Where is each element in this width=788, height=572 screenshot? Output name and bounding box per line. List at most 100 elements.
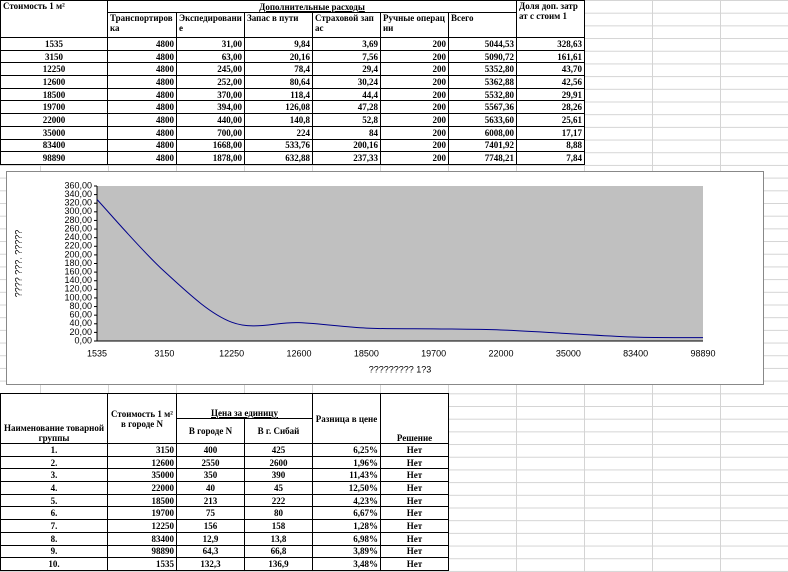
header-cell: В городе N: [176, 418, 245, 444]
row: 1535 4800 31,00 9,84 3,69 200 5044,53 328,63: [0, 37, 586, 51]
row: Транспортировка Экспедирование Запас в пут…: [1, 12, 585, 38]
header-cell: Ручные операции: [380, 12, 449, 38]
cell: 9.: [0, 544, 108, 559]
cell: 13,8: [244, 531, 313, 546]
row: 6. 19700 75 80 6,67% Нет: [0, 506, 449, 521]
cell: 5633,60: [447, 113, 518, 127]
cell: 9,84: [244, 37, 313, 51]
cell: 19700: [0, 100, 108, 115]
cell: 6.: [0, 506, 108, 521]
cell: 11,43%: [312, 468, 381, 483]
cell: 6,25%: [312, 443, 381, 457]
cell: 84: [312, 125, 381, 140]
x-tick-label: 35000: [556, 348, 581, 358]
x-tick-label: 22000: [488, 348, 513, 358]
cell: 7.: [0, 519, 108, 533]
cell: 18500: [107, 493, 177, 508]
row: 98890 4800 1878,00 632,88 237,33 200 7748,21 7,…: [0, 151, 586, 165]
cell: 200: [380, 125, 449, 140]
cell: 75: [176, 506, 245, 521]
cell: 1,28%: [312, 519, 381, 533]
cell: 29,4: [312, 62, 381, 77]
cell: 1535: [0, 37, 108, 51]
y-tick-label: 240,00: [64, 232, 92, 242]
row: 9. 98890 64,3 66,8 3,89% Нет: [0, 544, 449, 559]
cell: 156: [176, 519, 245, 533]
cell: 12,9: [176, 531, 245, 546]
cell: 700,00: [176, 125, 245, 140]
cell: 4800: [107, 75, 177, 89]
x-tick-label: 98890: [690, 348, 715, 358]
cell: 83400: [0, 138, 108, 153]
group-header: Дополнительные расходы: [106, 0, 518, 13]
header-cell: Экспедирование: [176, 12, 245, 38]
header-cell: Разница в цене: [312, 393, 381, 444]
cell: 4.: [0, 481, 108, 495]
cell: Нет: [380, 544, 449, 559]
cell: 3,69: [312, 37, 381, 51]
cell: 12,50%: [312, 481, 381, 495]
cell: 5567,36: [447, 100, 518, 115]
header-cell: Стоимость 1 м² в городе N: [107, 393, 177, 444]
row: 22000 4800 440,00 140,8 52,8 200 5633,60 25,61: [0, 113, 586, 127]
row: Наименование товарной группы Стоимость 1 …: [0, 393, 449, 444]
y-axis-title: ???? ???. ?????: [13, 230, 23, 298]
cell: 66,8: [244, 544, 313, 559]
cell: 19700: [107, 506, 177, 521]
row: 10. 1535 132,3 136,9 3,48% Нет: [0, 557, 449, 571]
cell: 20,16: [244, 49, 313, 64]
cell: Нет: [380, 481, 449, 495]
cell: 370,00: [176, 87, 245, 102]
row: 12250 4800 245,00 78,4 29,4 200 5352,80 43,70: [0, 62, 586, 77]
cell: 425: [244, 443, 313, 457]
cell: 3.: [0, 468, 108, 483]
cell: 4800: [107, 100, 177, 115]
cell: 83400: [107, 531, 177, 546]
cell: 4800: [107, 87, 177, 102]
cell: 4800: [107, 138, 177, 153]
cost-table: Стоимость 1 м² Дополнительные расходы Доля…: [0, 0, 586, 165]
row: Стоимость 1 м² Дополнительные расходы Доля…: [0, 0, 586, 38]
cell: 35000: [107, 468, 177, 483]
header-cell: В г. Сибай: [244, 418, 313, 444]
header-cell: Доля доп. затрат с стоим 1: [516, 0, 586, 38]
cell: 4800: [107, 113, 177, 127]
cell: 4800: [107, 151, 177, 165]
x-axis-title: ????????? 1?3: [369, 364, 432, 374]
cell: 28,26: [516, 100, 586, 115]
cell: 45: [244, 481, 313, 495]
cell: 47,28: [312, 100, 381, 115]
y-tick-label: 80,00: [69, 301, 92, 311]
cell: 78,4: [244, 62, 313, 77]
cell: Нет: [380, 443, 449, 457]
y-tick-label: 260,00: [64, 223, 92, 233]
cell: 118,4: [244, 87, 313, 102]
cell: 8.: [0, 531, 108, 546]
cell: 7,84: [516, 151, 586, 165]
cell: 237,33: [312, 151, 381, 165]
cell: 18500: [0, 87, 108, 102]
cell: 200: [380, 49, 449, 64]
x-tick-label: 3150: [154, 348, 174, 358]
cell: 400: [176, 443, 245, 457]
cell: 63,00: [176, 49, 245, 64]
header-cell: Всего: [447, 12, 518, 38]
cell: 533,76: [244, 138, 313, 153]
y-tick-label: 220,00: [64, 241, 92, 251]
plot-area: [97, 186, 703, 341]
y-tick-label: 300,00: [64, 206, 92, 216]
y-tick-label: 180,00: [64, 258, 92, 268]
row: 35000 4800 700,00 224 84 200 6008,00 17,17: [0, 125, 586, 140]
cell: 140,8: [244, 113, 313, 127]
cell: 7748,21: [447, 151, 518, 165]
cell: 35000: [0, 125, 108, 140]
cell: 1.: [0, 443, 108, 457]
y-tick-label: 200,00: [64, 249, 92, 259]
cell: 394,00: [176, 100, 245, 115]
y-tick-label: 100,00: [64, 292, 92, 302]
cell: 1668,00: [176, 138, 245, 153]
x-tick-label: 19700: [421, 348, 446, 358]
cell: 4800: [107, 37, 177, 51]
cell: 2.: [0, 455, 108, 470]
